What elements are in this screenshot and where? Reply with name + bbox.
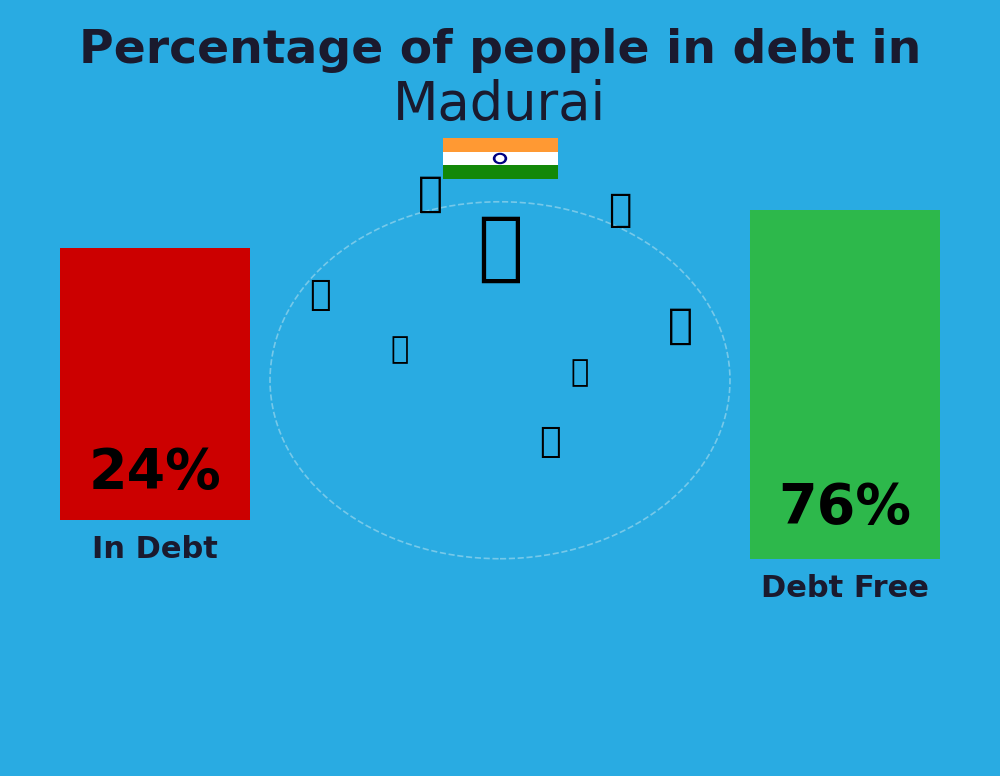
Text: 24%: 24% [89,446,221,501]
Text: 🎓: 🎓 [668,305,692,347]
Text: 💼: 💼 [539,425,561,459]
Text: 🏦: 🏦 [477,211,523,286]
Text: 76%: 76% [778,481,911,535]
Circle shape [494,154,507,164]
Text: 📄: 📄 [391,334,409,364]
Bar [442,165,558,178]
Text: Debt Free: Debt Free [761,573,929,603]
Text: 🚗: 🚗 [309,278,331,312]
Text: 🏠: 🏠 [418,173,442,215]
Text: Madurai: Madurai [393,78,607,131]
Text: In Debt: In Debt [92,535,218,564]
Bar [60,248,250,520]
Text: 💰: 💰 [608,191,632,228]
Bar [442,151,558,165]
Text: Percentage of people in debt in: Percentage of people in debt in [79,28,921,73]
Text: 📱: 📱 [571,358,589,387]
Circle shape [496,155,504,161]
Bar [442,138,558,152]
Bar [750,210,940,559]
